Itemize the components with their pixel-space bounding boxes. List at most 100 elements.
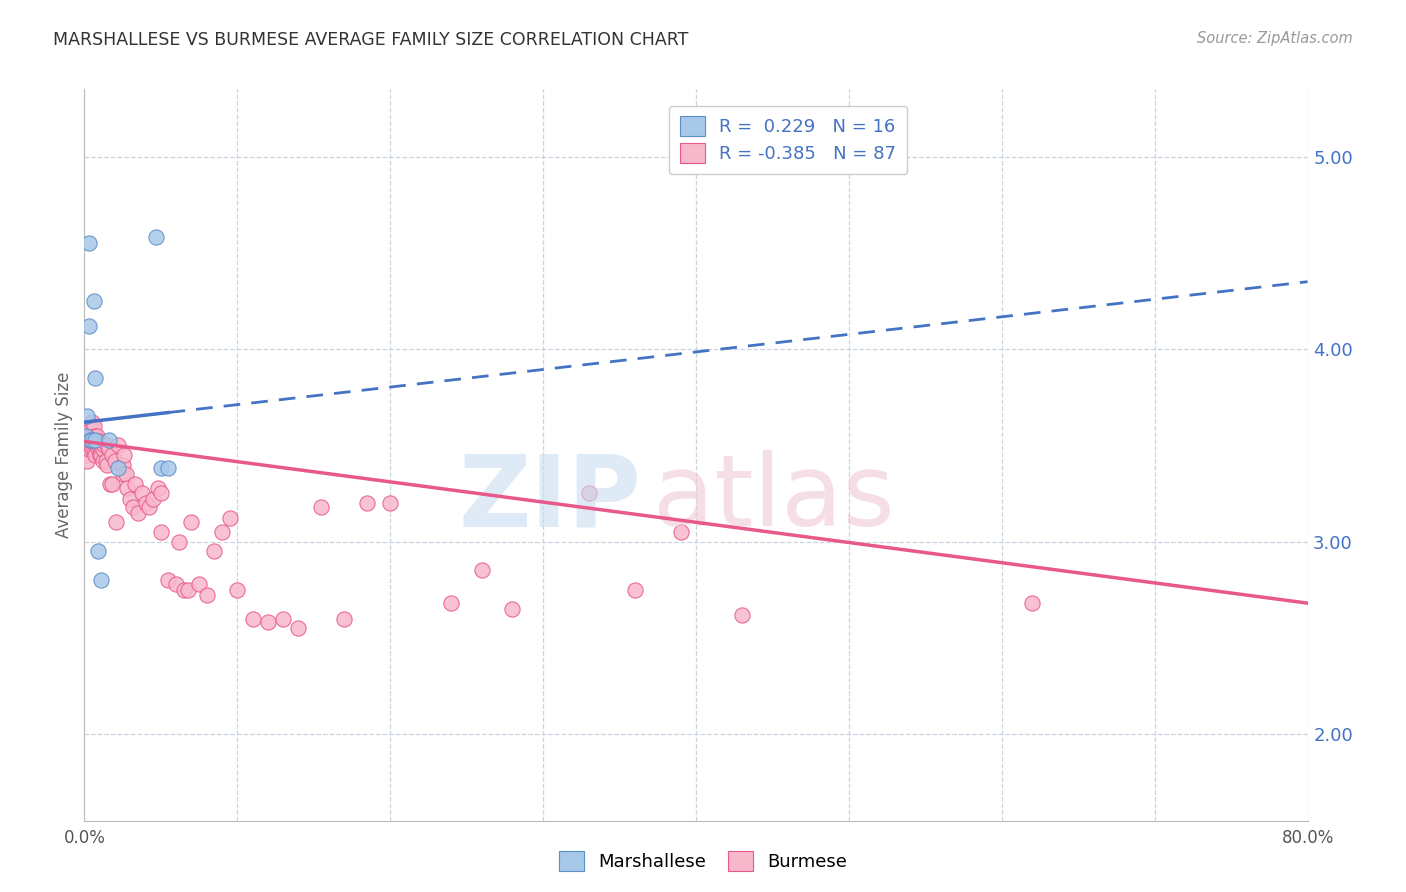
Point [97,433,120,447]
Point [80,415,103,429]
Point [111,467,134,482]
Point [157,461,180,475]
Point [83,442,105,457]
Point [93,438,115,452]
Point [502,602,524,616]
Point [105,516,128,530]
Point [167,534,190,549]
Point [149,524,172,539]
Point [76,453,98,467]
Point [89,434,111,449]
Point [142,492,165,507]
Point [188,577,211,591]
Point [75,428,97,442]
Point [75,448,97,462]
Point [80,442,103,457]
Point [149,461,172,475]
Point [195,589,218,603]
Point [202,544,225,558]
Point [86,434,108,449]
Point [127,506,149,520]
Point [91,442,114,457]
Point [76,442,98,457]
Point [271,611,294,625]
Point [111,458,134,472]
Point [471,563,494,577]
Point [87,442,110,457]
Point [333,611,356,625]
Point [107,461,129,475]
Point [90,448,112,462]
Point [149,486,172,500]
Point [104,453,127,467]
Point [173,582,195,597]
Legend: Marshallese, Burmese: Marshallese, Burmese [551,844,855,879]
Point [97,442,120,457]
Point [90,573,112,587]
Point [84,438,107,452]
Point [731,607,754,622]
Point [112,448,135,462]
Legend: R =  0.229   N = 16, R = -0.385   N = 87: R = 0.229 N = 16, R = -0.385 N = 87 [669,105,907,174]
Point [89,442,111,457]
Point [79,428,101,442]
Point [96,458,118,472]
Point [77,442,100,457]
Point [84,371,107,385]
Point [578,486,600,500]
Point [84,428,107,442]
Point [218,511,240,525]
Point [135,496,157,510]
Point [83,293,105,308]
Point [98,476,121,491]
Point [624,582,647,597]
Point [115,481,138,495]
Text: ZIP: ZIP [458,450,641,548]
Point [120,492,142,507]
Point [165,577,187,591]
Point [83,419,105,434]
Point [91,453,114,467]
Point [75,438,97,452]
Point [77,236,100,251]
Point [138,500,160,514]
Point [440,596,463,610]
Point [146,481,169,495]
Point [96,438,118,452]
Point [79,438,101,452]
Point [80,438,103,452]
Y-axis label: Average Family Size: Average Family Size [55,372,73,538]
Point [669,524,692,539]
Point [76,428,98,442]
Point [107,438,129,452]
Point [242,611,264,625]
Point [122,500,145,514]
Point [79,433,101,447]
Point [157,573,180,587]
Point [177,582,200,597]
Point [89,448,111,462]
Point [84,448,107,462]
Point [84,433,107,447]
Point [180,516,202,530]
Point [90,442,112,457]
Point [380,496,402,510]
Text: Source: ZipAtlas.com: Source: ZipAtlas.com [1197,31,1353,46]
Point [83,434,105,449]
Point [77,318,100,333]
Point [87,544,110,558]
Point [211,524,233,539]
Point [114,467,136,482]
Point [94,453,117,467]
Point [77,419,100,434]
Point [77,434,100,449]
Point [80,433,103,447]
Point [77,428,100,442]
Point [101,476,124,491]
Point [356,496,378,510]
Text: MARSHALLESE VS BURMESE AVERAGE FAMILY SIZE CORRELATION CHART: MARSHALLESE VS BURMESE AVERAGE FAMILY SI… [53,31,689,49]
Point [311,500,333,514]
Point [131,486,153,500]
Point [226,582,249,597]
Point [101,448,124,462]
